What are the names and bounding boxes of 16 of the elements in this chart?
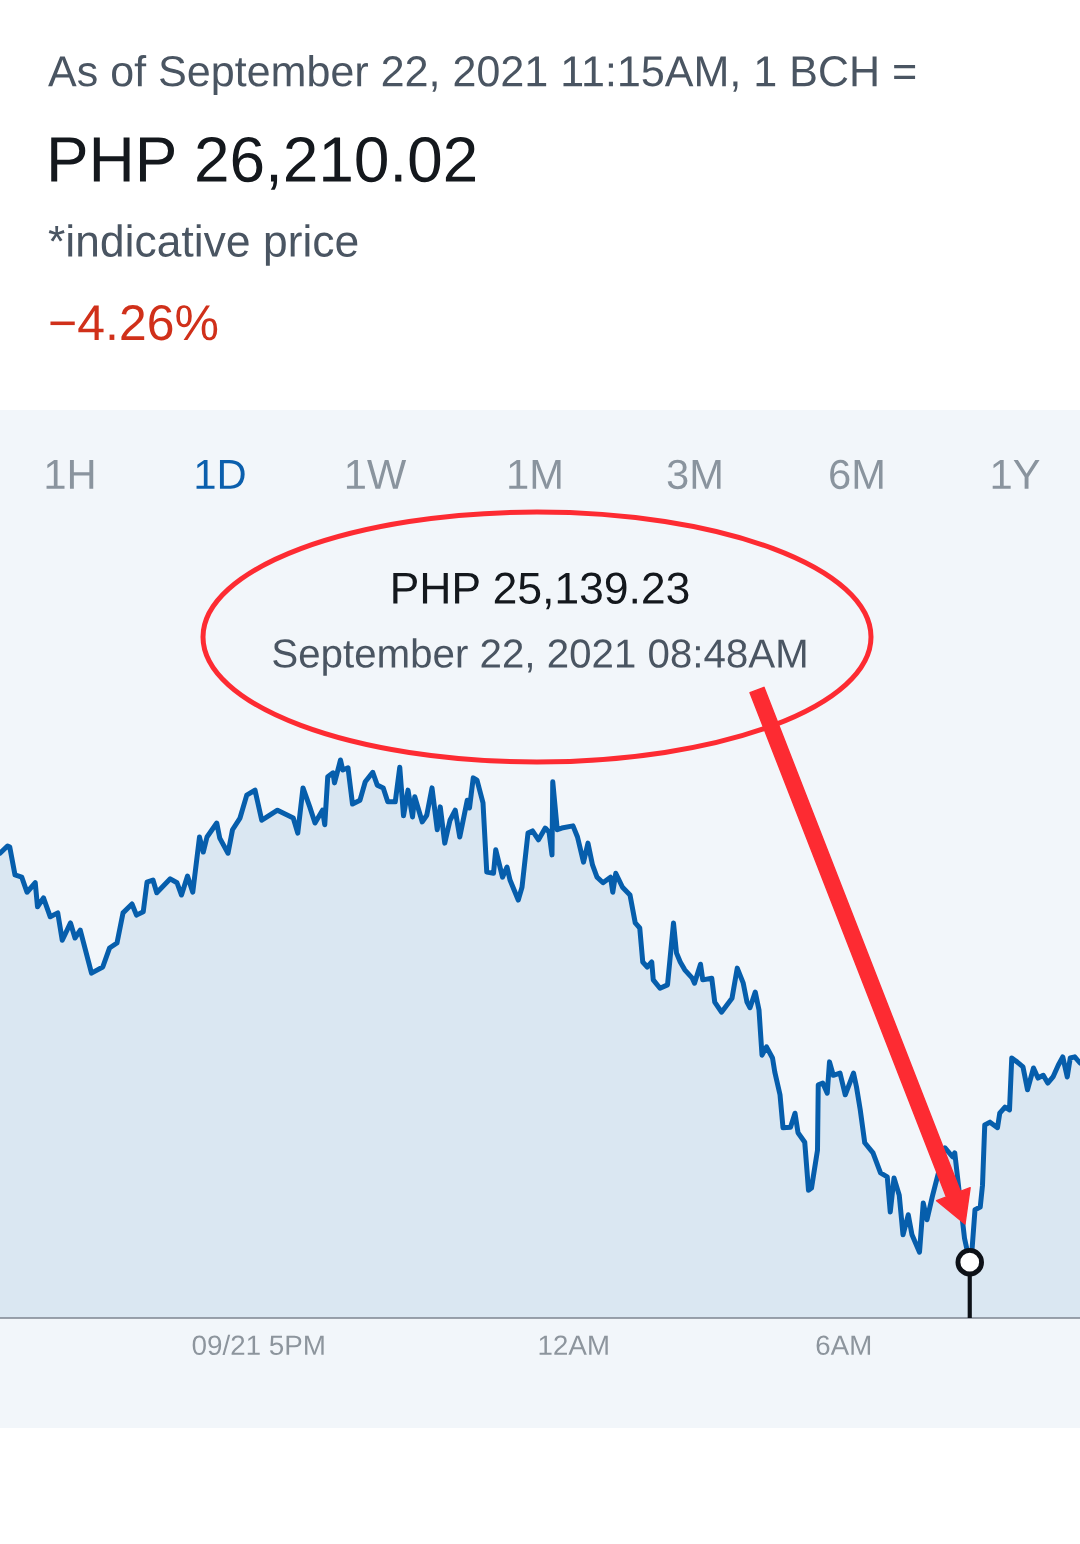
text: 1M: [509, 460, 561, 489]
x-tick-label: 6AM: [816, 1335, 871, 1356]
text: 1H: [46, 460, 94, 489]
text: *indicative price: [48, 224, 358, 266]
text: PHP 25,139.23: [393, 572, 689, 610]
x-tick-label: 09/21 5PM: [192, 1334, 324, 1356]
text: −4.26%: [50, 305, 218, 341]
text: 1Y: [992, 460, 1040, 489]
chart-title: PHP 26,210.02: [51, 136, 476, 190]
text: September 22, 2021 08:48AM: [273, 638, 806, 676]
text: 1W: [346, 460, 407, 489]
text: 6M: [830, 459, 883, 490]
chart-subtitle: As of September 22, 2021 11:15AM, 1 BCH =: [48, 54, 916, 96]
x-tick-label: 12AM: [539, 1335, 608, 1355]
text: 3M: [667, 459, 721, 490]
text: 1D: [196, 460, 245, 489]
